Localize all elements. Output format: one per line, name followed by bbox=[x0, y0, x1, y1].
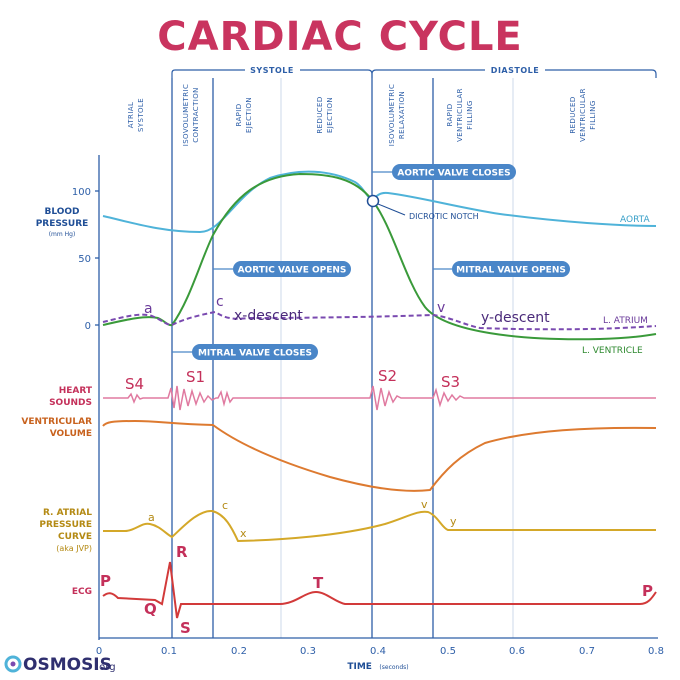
phase-reduced-filling-3: FILLING bbox=[589, 100, 597, 129]
s2-label: S2 bbox=[378, 367, 397, 385]
phase-reduced-filling-2: VENTRICULAR bbox=[579, 88, 587, 142]
s4-label: S4 bbox=[125, 375, 144, 393]
aortic-valve-closes-text: AORTIC VALVE CLOSES bbox=[397, 169, 510, 179]
osmosis-logo[interactable]: OSMOSIS .org bbox=[4, 655, 116, 675]
phase-isovolumetric-relaxation-1: ISOVOLUMETRIC bbox=[388, 84, 396, 147]
time-axis-title: TIME bbox=[347, 662, 372, 672]
s1-label: S1 bbox=[186, 368, 205, 386]
jvp-x-label: x bbox=[240, 527, 247, 540]
time-tick-0: 0 bbox=[96, 646, 102, 657]
ecg-t-label: T bbox=[313, 574, 324, 592]
pressure-tick-100: 100 bbox=[72, 187, 91, 198]
time-tick-0.1: 0.1 bbox=[161, 646, 177, 657]
diastole-label: DIASTOLE bbox=[491, 66, 539, 75]
ventricular-volume-label-2: VOLUME bbox=[50, 429, 92, 439]
time-tick-0.2: 0.2 bbox=[231, 646, 247, 657]
atrium-v-wave-label: v bbox=[437, 300, 445, 316]
atrium-label: L. ATRIUM bbox=[603, 316, 648, 326]
phase-isovolumetric-contraction-2: CONTRACTION bbox=[192, 87, 200, 143]
ecg-p2-label: P bbox=[642, 582, 653, 600]
jvp-y-label: y bbox=[450, 515, 457, 528]
ventricle-curve bbox=[102, 172, 657, 341]
aortic-valve-closes-pill: AORTIC VALVE CLOSES bbox=[372, 164, 516, 180]
atrial-pressure-label-3: CURVE bbox=[58, 532, 92, 542]
phase-reduced-ejection-2: EJECTION bbox=[326, 97, 334, 133]
phase-rapid-ejection-2: EJECTION bbox=[245, 97, 253, 133]
atrium-curve bbox=[102, 310, 657, 331]
phase-labels: ATRIAL SYSTOLE ISOVOLUMETRIC CONTRACTION… bbox=[127, 84, 597, 147]
time-tick-0.5: 0.5 bbox=[440, 646, 456, 657]
atrial-pressure-label-2: PRESSURE bbox=[39, 520, 92, 530]
phase-rapid-filling-2: VENTRICULAR bbox=[456, 88, 464, 142]
time-tick-0.4: 0.4 bbox=[370, 646, 386, 657]
ecg-q-label: Q bbox=[144, 600, 157, 618]
jvp-c-label: c bbox=[222, 499, 228, 512]
aortic-valve-opens-pill: AORTIC VALVE OPENS bbox=[213, 261, 351, 277]
ecg-label: ECG bbox=[72, 587, 92, 597]
jvp-curve bbox=[103, 509, 656, 543]
ecg-trace bbox=[102, 561, 657, 619]
atrium-a-wave-label: a bbox=[144, 301, 153, 317]
dicrotic-notch-label: DICROTIC NOTCH bbox=[409, 212, 479, 221]
blood-pressure-label-1: BLOOD bbox=[44, 207, 79, 217]
aortic-valve-opens-text: AORTIC VALVE OPENS bbox=[238, 266, 347, 276]
diastole-bracket bbox=[371, 69, 657, 78]
jvp-a-label: a bbox=[148, 511, 155, 524]
phase-isovolumetric-relaxation-2: RELAXATION bbox=[398, 91, 406, 139]
page-title: CARDIAC CYCLE bbox=[157, 14, 523, 60]
blood-pressure-label-2: PRESSURE bbox=[36, 219, 89, 229]
time-tick-0.3: 0.3 bbox=[300, 646, 316, 657]
pressure-tick-50: 50 bbox=[78, 254, 91, 265]
ventricular-volume-label-1: VENTRICULAR bbox=[21, 417, 92, 427]
mitral-valve-closes-text: MITRAL VALVE CLOSES bbox=[198, 349, 312, 359]
aorta-curve bbox=[102, 170, 657, 234]
phase-rapid-ejection-1: RAPID bbox=[235, 103, 243, 126]
phase-isovolumetric-contraction-1: ISOVOLUMETRIC bbox=[182, 84, 190, 147]
heart-sounds-label-1: HEART bbox=[59, 386, 93, 396]
ecg-p1-label: P bbox=[100, 572, 111, 590]
phase-rapid-filling-3: FILLING bbox=[466, 100, 474, 129]
phase-atrial-systole-2: SYSTOLE bbox=[137, 98, 145, 132]
ventricular-volume-curve bbox=[102, 419, 657, 492]
phase-reduced-ejection-1: REDUCED bbox=[316, 96, 324, 133]
systole-label: SYSTOLE bbox=[250, 66, 294, 75]
y-descent-label: y-descent bbox=[481, 310, 550, 326]
mitral-valve-closes-pill: MITRAL VALVE CLOSES bbox=[172, 344, 318, 360]
ecg-r-label: R bbox=[176, 543, 188, 561]
heart-sounds-label-2: SOUNDS bbox=[49, 398, 92, 408]
pressure-tick-0: 0 bbox=[85, 321, 91, 332]
time-tick-0.7: 0.7 bbox=[579, 646, 595, 657]
time-axis-label: TIME (seconds) bbox=[347, 656, 408, 673]
x-descent-label: x-descent bbox=[234, 308, 303, 324]
phase-reduced-filling-1: REDUCED bbox=[569, 96, 577, 133]
ventricle-label: L. VENTRICLE bbox=[582, 346, 643, 356]
dicrotic-notch-marker bbox=[366, 194, 380, 208]
blood-pressure-unit: (mm Hg) bbox=[49, 231, 76, 238]
time-ticks: 0 0.1 0.2 0.3 0.4 0.5 0.6 0.7 0.8 bbox=[96, 646, 664, 657]
phase-atrial-systole-1: ATRIAL bbox=[127, 102, 135, 129]
mitral-valve-opens-pill: MITRAL VALVE OPENS bbox=[433, 261, 570, 277]
jvp-v-label: v bbox=[421, 498, 428, 511]
time-tick-0.8: 0.8 bbox=[648, 646, 664, 657]
phase-rapid-filling-1: RAPID bbox=[446, 103, 454, 126]
time-tick-0.6: 0.6 bbox=[509, 646, 525, 657]
atrium-c-wave-label: c bbox=[216, 294, 224, 310]
ecg-s-label: S bbox=[180, 619, 191, 637]
mitral-valve-opens-text: MITRAL VALVE OPENS bbox=[456, 266, 566, 276]
s3-label: S3 bbox=[441, 373, 460, 391]
atrial-pressure-label-1: R. ATRIAL bbox=[43, 508, 92, 518]
axes bbox=[95, 155, 658, 640]
time-axis-unit: (seconds) bbox=[379, 664, 408, 671]
heart-sounds-trace bbox=[103, 385, 656, 411]
atrial-pressure-note: (aka JVP) bbox=[56, 544, 92, 553]
aorta-label: AORTA bbox=[620, 215, 650, 225]
osmosis-logo-icon bbox=[4, 655, 22, 673]
logo-name: OSMOSIS bbox=[23, 655, 112, 675]
dicrotic-notch-leader bbox=[377, 203, 406, 216]
logo-suffix: .org bbox=[96, 662, 116, 673]
